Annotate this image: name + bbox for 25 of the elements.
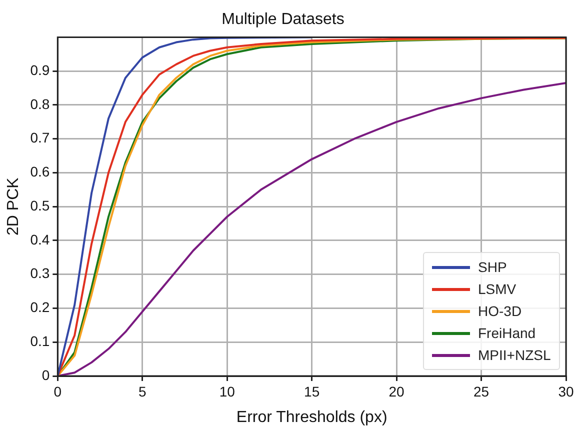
y-tick-label: 0.2 <box>30 299 50 316</box>
y-tick-label: 0.4 <box>30 231 50 248</box>
y-tick-label: 0.5 <box>30 197 50 214</box>
x-tick-label: 25 <box>473 383 490 400</box>
legend-label: MPII+NZSL <box>478 347 551 363</box>
y-tick-label: 0.7 <box>30 130 50 146</box>
legend-label: HO-3D <box>478 303 522 319</box>
x-tick-label: 5 <box>138 383 146 400</box>
legend-label: FreiHand <box>478 325 536 341</box>
x-tick-label: 0 <box>54 383 62 400</box>
chart-title: Multiple Datasets <box>222 11 344 28</box>
x-axis-title: Error Thresholds (px) <box>236 408 388 426</box>
x-tick-label: 15 <box>304 383 320 400</box>
legend-label: LSMV <box>478 281 516 297</box>
legend-label: SHP <box>478 259 507 275</box>
y-tick-label: 0.6 <box>30 164 50 180</box>
x-tick-label: 10 <box>219 383 236 400</box>
x-tick-label: 30 <box>558 383 574 400</box>
y-tick-label: 0.8 <box>30 96 50 112</box>
y-tick-label: 0.9 <box>30 62 50 78</box>
y-tick-label: 0.1 <box>30 332 50 349</box>
y-axis-title: 2D PCK <box>5 177 22 236</box>
x-tick-label: 20 <box>388 383 405 400</box>
y-tick-label: 0.3 <box>30 265 50 282</box>
y-tick-label: 0 <box>42 366 50 383</box>
